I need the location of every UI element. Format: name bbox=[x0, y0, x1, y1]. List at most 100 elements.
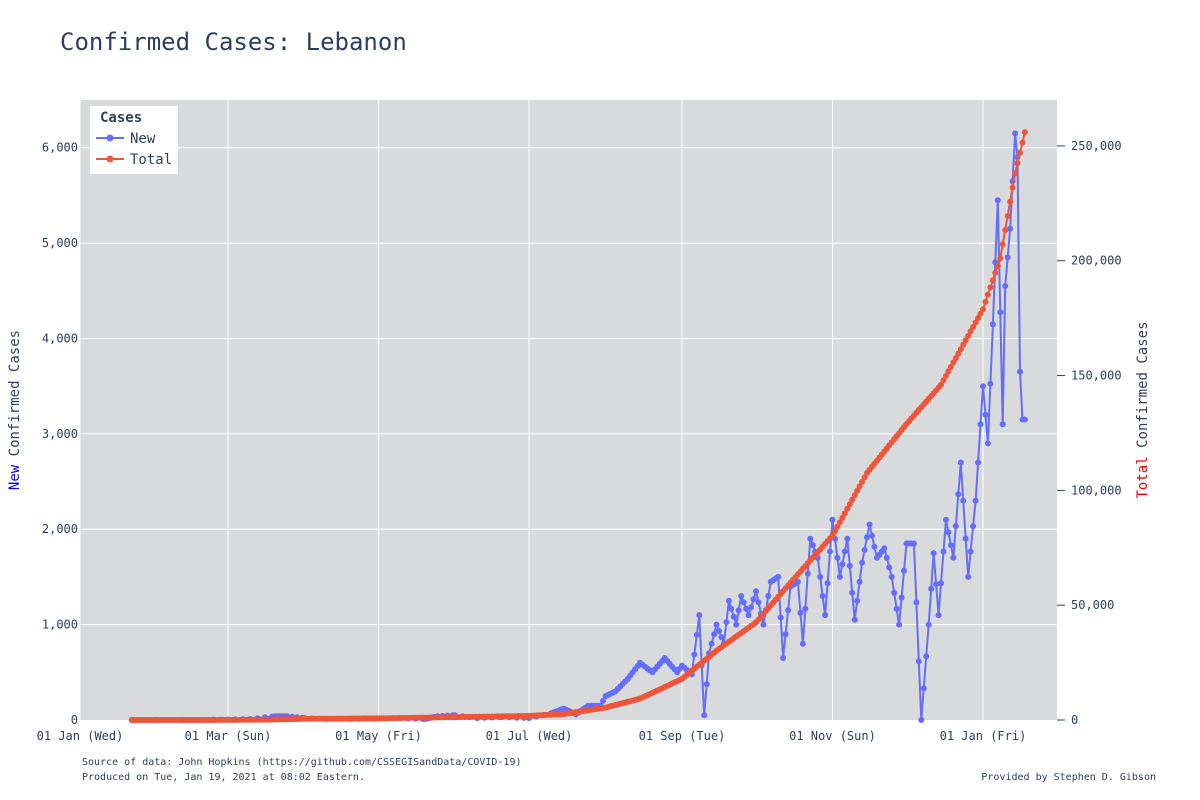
data-point-new bbox=[975, 459, 982, 466]
data-point-new bbox=[765, 593, 772, 599]
legend-item-new[interactable]: New bbox=[96, 131, 156, 147]
data-point-total bbox=[997, 255, 1004, 262]
data-point-new bbox=[725, 597, 732, 604]
data-point-total bbox=[839, 514, 846, 521]
data-point-new bbox=[891, 589, 898, 596]
data-point-total bbox=[960, 341, 967, 348]
data-point-new bbox=[782, 631, 789, 638]
data-point-new bbox=[856, 578, 863, 585]
data-point-new bbox=[829, 516, 836, 523]
data-point-new bbox=[753, 588, 759, 595]
data-point-total bbox=[829, 532, 836, 539]
y-axis-right-title: Total Confirmed Cases bbox=[1135, 321, 1151, 498]
data-point-new bbox=[696, 612, 703, 619]
data-point-new bbox=[844, 535, 851, 542]
y-axis-left: 0 1,000 2,000 3,000 4,000 5,000 6,000 bbox=[42, 141, 78, 727]
x-tick-label: 01 Jan (Fri) bbox=[940, 729, 1027, 743]
x-tick-label: 01 Jul (Wed) bbox=[486, 729, 573, 743]
data-point-new bbox=[740, 599, 747, 606]
legend-item-total[interactable]: Total bbox=[96, 152, 172, 168]
data-point-total bbox=[980, 306, 986, 313]
y-axis-right: 0 50,000 100,000 150,000 200,000 250,000 bbox=[1057, 139, 1122, 727]
data-point-total bbox=[1002, 227, 1009, 234]
data-point-new bbox=[836, 573, 843, 580]
data-point-new bbox=[1021, 416, 1028, 423]
data-point-new bbox=[849, 589, 856, 596]
data-point-new bbox=[933, 581, 940, 588]
y-axis-left-title: New Confirmed Cases bbox=[7, 330, 23, 490]
data-point-new bbox=[994, 197, 1001, 204]
y-left-tick-label: 5,000 bbox=[42, 236, 78, 250]
data-point-new bbox=[898, 594, 905, 601]
data-point-new bbox=[871, 543, 878, 550]
data-point-new bbox=[886, 564, 893, 571]
data-point-new bbox=[693, 631, 700, 638]
data-point-total bbox=[967, 328, 974, 335]
data-point-new bbox=[755, 599, 762, 606]
data-point-new bbox=[777, 614, 784, 621]
data-point-new bbox=[1007, 225, 1014, 232]
data-point-total bbox=[950, 359, 957, 366]
y-right-tick-label: 100,000 bbox=[1071, 483, 1122, 497]
data-point-new bbox=[938, 580, 944, 587]
data-point-total bbox=[972, 319, 979, 326]
data-point-new bbox=[920, 685, 927, 692]
data-point-new bbox=[940, 548, 947, 555]
data-point-new bbox=[1017, 368, 1023, 375]
data-point-new bbox=[760, 621, 767, 628]
legend[interactable]: Cases New Total bbox=[90, 106, 178, 174]
data-point-new bbox=[982, 411, 989, 418]
data-point-new bbox=[967, 548, 974, 555]
data-point-new bbox=[708, 640, 715, 647]
data-point-total bbox=[832, 528, 838, 535]
data-point-new bbox=[950, 554, 957, 561]
data-point-new bbox=[928, 585, 935, 592]
data-point-total bbox=[1019, 139, 1026, 146]
data-point-total bbox=[1014, 160, 1021, 167]
data-point-new bbox=[735, 607, 742, 614]
data-point-new bbox=[743, 605, 750, 612]
data-point-new bbox=[794, 578, 801, 585]
legend-total-label: Total bbox=[130, 152, 172, 168]
y-right-tick-label: 200,000 bbox=[1071, 254, 1122, 268]
data-point-total bbox=[943, 372, 949, 379]
data-point-new bbox=[802, 605, 809, 612]
x-tick-label: 01 Jan (Wed) bbox=[37, 729, 124, 743]
data-point-new bbox=[999, 421, 1006, 428]
data-point-new bbox=[851, 616, 858, 623]
footer-source: Source of data: John Hopkins (https://gi… bbox=[82, 757, 522, 768]
data-point-new bbox=[703, 681, 710, 688]
data-point-new bbox=[797, 609, 804, 616]
legend-total-marker bbox=[106, 155, 114, 163]
y-left-tick-label: 1,000 bbox=[42, 618, 78, 632]
y-left-tick-label: 3,000 bbox=[42, 427, 78, 441]
data-point-new bbox=[841, 548, 848, 555]
data-point-new bbox=[711, 631, 718, 638]
chart-title: Confirmed Cases: Lebanon bbox=[60, 28, 407, 56]
data-point-new bbox=[718, 634, 725, 641]
data-point-new bbox=[600, 697, 606, 704]
x-tick-label: 01 May (Fri) bbox=[335, 729, 422, 743]
data-point-new bbox=[728, 605, 735, 612]
data-point-new bbox=[861, 546, 868, 553]
gridlines bbox=[79, 100, 1057, 720]
data-point-total bbox=[1004, 213, 1011, 219]
data-point-new bbox=[955, 491, 962, 498]
data-point-new bbox=[866, 521, 873, 528]
data-point-new bbox=[896, 621, 903, 628]
data-point-total bbox=[987, 284, 994, 291]
data-point-new bbox=[839, 561, 846, 568]
data-point-new bbox=[930, 550, 937, 557]
data-point-new bbox=[716, 628, 722, 634]
data-point-total bbox=[856, 483, 863, 490]
data-point-new bbox=[859, 559, 866, 566]
data-point-new bbox=[888, 573, 895, 580]
legend-new-label: New bbox=[130, 131, 156, 147]
data-point-new bbox=[819, 593, 826, 599]
data-point-total bbox=[1009, 184, 1016, 191]
data-point-new bbox=[997, 309, 1004, 316]
data-point-new bbox=[864, 534, 870, 541]
data-point-new bbox=[822, 612, 829, 619]
y-axis-left-title-colored: New bbox=[7, 464, 23, 490]
